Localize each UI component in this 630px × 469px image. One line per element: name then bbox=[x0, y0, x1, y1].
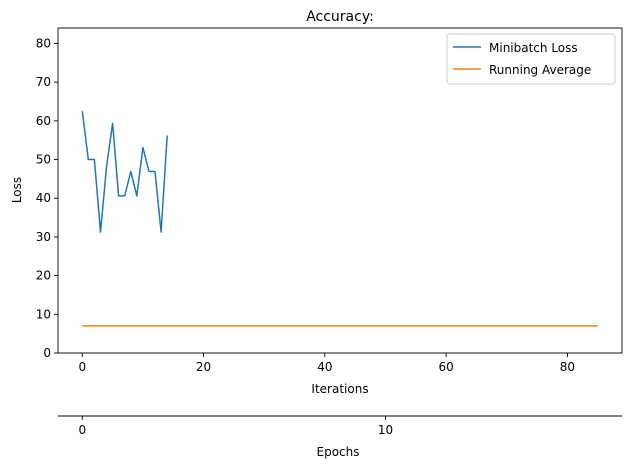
secondary-x-axis: 0 10 bbox=[78, 416, 393, 437]
legend-box bbox=[446, 33, 616, 85]
secondary-x-axis-label: Epochs bbox=[317, 445, 360, 459]
x-axis: 0 20 40 60 80 bbox=[78, 353, 575, 374]
x-axis-label: Iterations bbox=[311, 382, 368, 396]
plot-frame bbox=[57, 27, 623, 354]
x-tick-label: 0 bbox=[78, 360, 86, 374]
y-tick-label: 30 bbox=[36, 230, 51, 244]
y-tick-label: 60 bbox=[36, 114, 51, 128]
chart-title: Accuracy: bbox=[306, 9, 374, 25]
x-tick-label: 40 bbox=[317, 360, 332, 374]
y-tick-label: 50 bbox=[36, 153, 51, 167]
y-axis-label: Loss bbox=[10, 177, 24, 203]
secondary-x-tick-label: 0 bbox=[78, 423, 86, 437]
legend: Minibatch Loss Running Average bbox=[446, 33, 616, 85]
y-tick-label: 80 bbox=[36, 36, 51, 50]
x-tick-label: 20 bbox=[196, 360, 211, 374]
y-tick-label: 20 bbox=[36, 269, 51, 283]
y-tick-label: 70 bbox=[36, 75, 51, 89]
secondary-x-tick-label: 10 bbox=[378, 423, 393, 437]
y-tick-label: 10 bbox=[36, 307, 51, 321]
x-tick-label: 80 bbox=[560, 360, 575, 374]
legend-label-running-average: Running Average bbox=[489, 63, 591, 77]
y-axis: 0 10 20 30 40 50 60 70 80 bbox=[36, 36, 58, 360]
x-tick-label: 60 bbox=[438, 360, 453, 374]
y-tick-label: 0 bbox=[43, 346, 51, 360]
series-layer bbox=[81, 111, 598, 327]
y-tick-label: 40 bbox=[36, 191, 51, 205]
legend-label-minibatch-loss: Minibatch Loss bbox=[489, 41, 578, 55]
series-line-minibatch-loss bbox=[81, 111, 168, 233]
